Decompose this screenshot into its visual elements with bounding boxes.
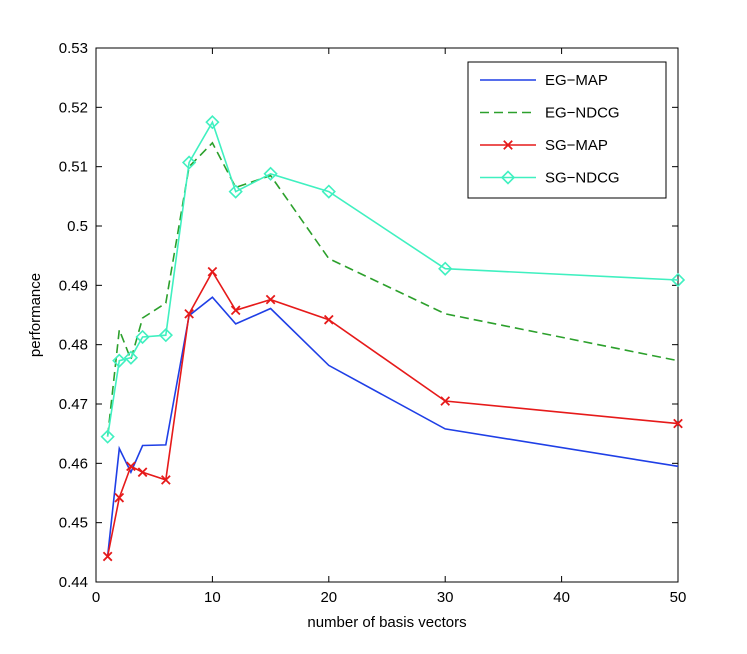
- data-point: [184, 308, 194, 319]
- legend-label: EG−NDCG: [545, 105, 620, 122]
- data-point: [158, 328, 173, 343]
- data-point: [181, 155, 197, 170]
- y-tick-label: 0.47: [59, 396, 88, 413]
- x-tick-label: 10: [204, 589, 221, 606]
- data-point: [161, 475, 171, 485]
- axis-ticks: 0 10 20 30 40 50 0.44 0.45 0.46 0.47 0.48 0.49 0.5 0.…: [59, 40, 687, 606]
- y-tick-label: 0.46: [59, 455, 88, 472]
- y-tick-label: 0.51: [59, 159, 88, 176]
- legend-label: EG−MAP: [545, 72, 608, 89]
- data-point: [230, 305, 241, 316]
- y-tick-label: 0.48: [59, 337, 88, 354]
- series-layer: [100, 115, 686, 562]
- data-point: [265, 294, 276, 305]
- data-point: [321, 184, 336, 199]
- data-point: [205, 115, 220, 130]
- series-3: [102, 266, 683, 562]
- data-point: [438, 261, 453, 276]
- x-tick-label: 40: [553, 589, 570, 606]
- data-point: [207, 266, 218, 277]
- legend-entry: SG−MAP: [480, 137, 608, 154]
- legend: EG−MAP EG−NDCG SG−MAP SG−NDCG: [467, 61, 667, 199]
- data-point: [135, 329, 150, 345]
- x-tick-label: 50: [670, 589, 687, 606]
- x-tick-label: 0: [92, 589, 100, 606]
- legend-box: [467, 61, 667, 199]
- data-point: [440, 396, 451, 406]
- y-axis-label: performance: [27, 273, 44, 357]
- data-point: [323, 314, 334, 325]
- legend-marker: [500, 170, 516, 185]
- y-tick-label: 0.45: [59, 515, 88, 532]
- x-tick-label: 20: [320, 589, 337, 606]
- data-point: [670, 272, 686, 288]
- data-point: [114, 492, 125, 503]
- x-axis-label: number of basis vectors: [307, 614, 466, 631]
- series-line: [106, 270, 679, 557]
- data-point: [126, 461, 136, 472]
- data-point: [137, 467, 148, 478]
- data-point: [123, 350, 139, 365]
- series-line: [106, 120, 679, 437]
- y-tick-label: 0.49: [59, 277, 88, 294]
- y-tick-label: 0.53: [59, 40, 88, 57]
- legend-label: SG−NDCG: [545, 170, 620, 187]
- data-point: [673, 418, 683, 429]
- y-tick-label: 0.5: [67, 218, 88, 235]
- data-point: [102, 551, 113, 562]
- x-tick-label: 30: [437, 589, 454, 606]
- data-point: [100, 429, 115, 444]
- data-point: [228, 184, 243, 199]
- series-4: [100, 115, 686, 444]
- legend-entry: SG−NDCG: [480, 170, 620, 187]
- legend-marker: [503, 140, 513, 150]
- legend-entry: EG−MAP: [480, 72, 608, 89]
- data-point: [263, 166, 278, 181]
- legend-entry: EG−NDCG: [480, 105, 620, 122]
- data-point: [112, 353, 127, 368]
- y-tick-label: 0.52: [59, 99, 88, 116]
- y-tick-label: 0.44: [59, 574, 88, 591]
- legend-label: SG−MAP: [545, 137, 608, 154]
